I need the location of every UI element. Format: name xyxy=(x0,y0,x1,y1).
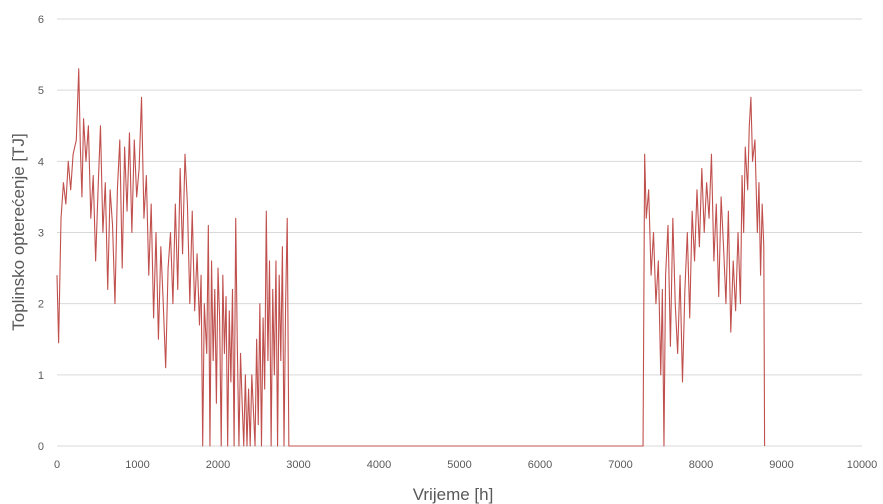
series-layer xyxy=(56,68,766,447)
x-tick-label: 0 xyxy=(54,459,60,471)
x-tick-label: 1000 xyxy=(125,459,149,471)
y-tick-label: 4 xyxy=(38,156,44,168)
x-tick-label: 10000 xyxy=(847,459,878,471)
x-tick-label: 8000 xyxy=(689,459,713,471)
series-line-0 xyxy=(56,68,766,447)
x-tick-label: 7000 xyxy=(608,459,632,471)
x-tick-label: 9000 xyxy=(769,459,793,471)
x-axis-title: Vrijeme [h] xyxy=(413,485,494,504)
x-tick-label: 6000 xyxy=(528,459,552,471)
tick-labels: 0 1 2 3 4 5 6 0 1000 2000 3000 4000 5000 6000 7000 8000… xyxy=(38,14,877,471)
x-tick-label: 2000 xyxy=(206,459,230,471)
x-tick-label: 4000 xyxy=(367,459,391,471)
y-tick-label: 2 xyxy=(38,299,44,311)
y-tick-label: 6 xyxy=(38,14,44,26)
y-tick-label: 5 xyxy=(38,85,44,97)
y-tick-label: 3 xyxy=(38,228,44,240)
y-axis-title: Toplinsko opterećenje [TJ] xyxy=(9,133,28,331)
x-tick-label: 5000 xyxy=(447,459,471,471)
y-tick-label: 1 xyxy=(38,370,44,382)
y-tick-label: 0 xyxy=(38,441,44,453)
x-tick-label: 3000 xyxy=(286,459,310,471)
